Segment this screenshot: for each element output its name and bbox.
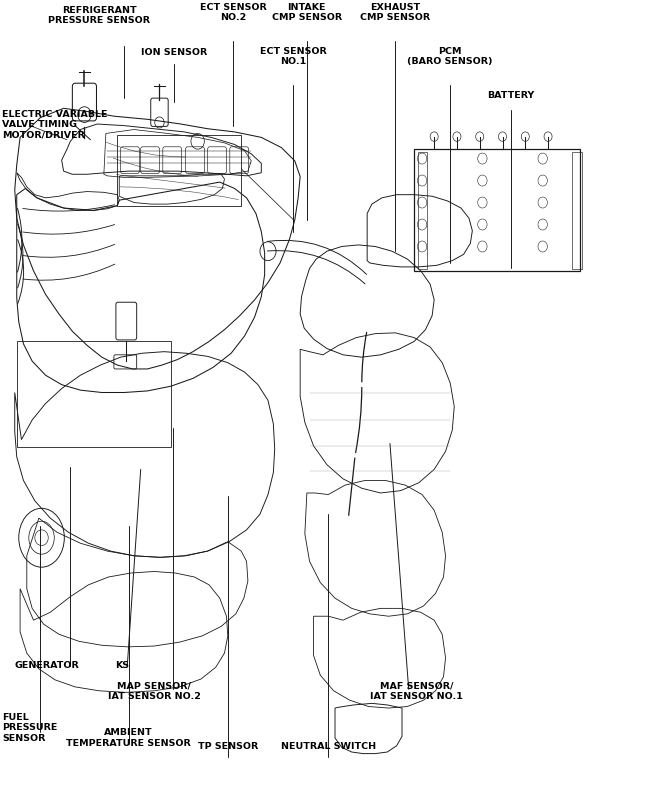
Text: ECT SENSOR
NO.2: ECT SENSOR NO.2 (200, 2, 267, 22)
FancyArrowPatch shape (267, 240, 366, 275)
Text: MAP SENSOR/
IAT SENSOR NO.2: MAP SENSOR/ IAT SENSOR NO.2 (108, 681, 200, 701)
Text: NEUTRAL SWITCH: NEUTRAL SWITCH (281, 742, 376, 750)
Text: AMBIENT
TEMPERATURE SENSOR: AMBIENT TEMPERATURE SENSOR (66, 728, 191, 748)
FancyArrowPatch shape (17, 224, 23, 288)
Text: GENERATOR: GENERATOR (15, 661, 80, 670)
FancyArrowPatch shape (17, 208, 22, 272)
FancyArrowPatch shape (362, 332, 366, 382)
FancyArrowPatch shape (113, 158, 198, 177)
Text: FUEL
PRESSURE
SENSOR: FUEL PRESSURE SENSOR (2, 713, 58, 743)
FancyArrowPatch shape (117, 174, 225, 188)
FancyArrowPatch shape (17, 239, 23, 304)
Text: INTAKE
CMP SENSOR: INTAKE CMP SENSOR (272, 2, 342, 22)
Text: BATTERY: BATTERY (487, 92, 534, 100)
FancyArrowPatch shape (107, 142, 185, 157)
Text: PCM
(BARO SENSOR): PCM (BARO SENSOR) (407, 46, 493, 66)
Text: MAF SENSOR/
IAT SENSOR NO.1: MAF SENSOR/ IAT SENSOR NO.1 (371, 681, 463, 701)
FancyArrowPatch shape (348, 458, 355, 515)
FancyArrowPatch shape (356, 388, 362, 453)
FancyArrowPatch shape (23, 244, 115, 257)
Text: ION SENSOR: ION SENSOR (141, 48, 207, 57)
Text: ELECTRIC VARIABLE
VALVE TIMING
MOTOR/DRIVER: ELECTRIC VARIABLE VALVE TIMING MOTOR/DRI… (2, 110, 107, 140)
Text: ECT SENSOR
NO.1: ECT SENSOR NO.1 (260, 46, 327, 66)
Text: KS: KS (115, 661, 129, 670)
FancyArrowPatch shape (267, 250, 365, 284)
FancyArrowPatch shape (120, 187, 239, 199)
Text: EXHAUST
CMP SENSOR: EXHAUST CMP SENSOR (360, 2, 430, 22)
FancyArrowPatch shape (23, 205, 115, 211)
Text: TP SENSOR: TP SENSOR (198, 742, 258, 750)
FancyArrowPatch shape (23, 265, 115, 280)
Text: REFRIGERANT
PRESSURE SENSOR: REFRIGERANT PRESSURE SENSOR (48, 5, 150, 25)
FancyArrowPatch shape (23, 225, 115, 234)
